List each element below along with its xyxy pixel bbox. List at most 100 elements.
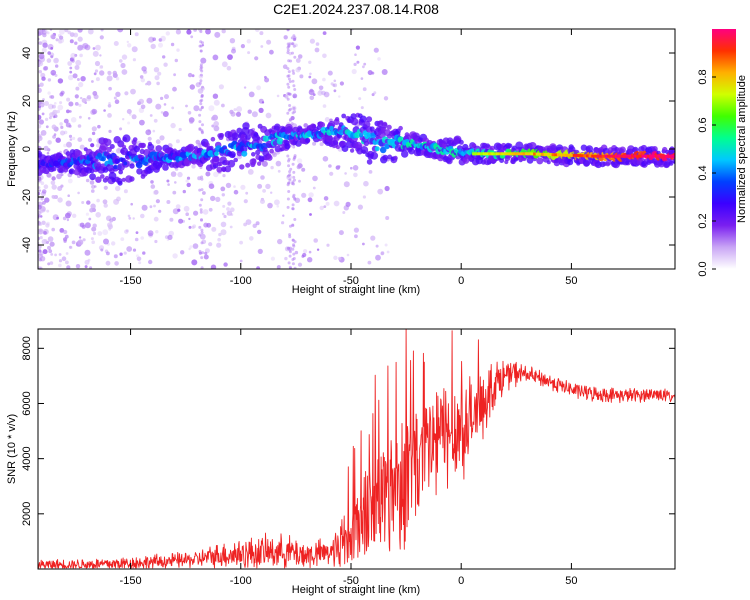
spectrogram-band-point (628, 149, 633, 154)
spectrogram-band-point (366, 159, 373, 165)
spectrogram-peak-point (490, 152, 494, 156)
spectrogram-noise-point (362, 65, 365, 69)
spectrogram-streak-point (198, 120, 202, 124)
spectrogram-noise-point (154, 239, 158, 244)
spectrogram-noise-point (67, 178, 73, 184)
spectrogram-noise-point (100, 29, 104, 32)
spectrogram-noise-point (86, 95, 92, 100)
spectrogram-noise-point (221, 29, 226, 34)
spectrogram-noise-point (38, 266, 42, 269)
spectrogram-streak-point (199, 30, 203, 34)
spectrogram-noise-point (77, 239, 84, 246)
spectrogram-noise-point (156, 81, 160, 86)
spectrogram-noise-point (121, 69, 128, 75)
spectrogram-noise-point (281, 221, 285, 225)
spectrogram-noise-point (95, 212, 101, 218)
spectrogram-noise-point (65, 260, 69, 265)
spectrogram-noise-point (277, 265, 281, 269)
spectrogram-streak-point (286, 51, 290, 55)
spectrogram-noise-point (187, 72, 193, 78)
spectrogram-core-point (359, 133, 364, 138)
spectrogram-noise-point (186, 182, 191, 188)
snr-y-tick-label: 8000 (21, 336, 33, 360)
spectrogram-noise-point (203, 254, 209, 260)
spectrogram-streak-point (288, 173, 292, 177)
spectrogram-noise-point (318, 85, 324, 91)
spectrogram-noise-point (153, 216, 159, 222)
spectrogram-noise-point (94, 60, 101, 67)
spectrogram-band-point (90, 143, 95, 148)
spectrogram-noise-point (193, 105, 200, 112)
spectrogram-peak-point (575, 154, 579, 157)
spectrogram-noise-point (108, 102, 111, 105)
spectrogram-noise-point (178, 127, 182, 132)
spectrogram-noise-point (167, 234, 173, 240)
spectrogram-noise-point (91, 80, 94, 83)
spectrogram-streak-point (288, 80, 292, 84)
spectrogram-core-point (178, 156, 184, 162)
spectrogram-streak-point (201, 85, 204, 89)
spectrogram-peak-point (517, 152, 521, 156)
spectrogram-noise-point (193, 29, 197, 32)
spectrogram-band-point (257, 161, 262, 166)
spectrogram-noise-point (165, 31, 170, 36)
spectrogram-noise-point (51, 176, 56, 181)
spectrogram-noise-point (284, 256, 288, 261)
spectrogram-noise-point (69, 110, 72, 113)
spectrogram-noise-point (264, 77, 270, 83)
spectrogram-noise-point (129, 113, 132, 116)
spectrogram-noise-point (96, 198, 100, 203)
spectrogram-noise-point (308, 192, 314, 198)
spectrogram-noise-point (262, 189, 266, 193)
spectrogram-noise-point (124, 91, 129, 96)
spectrogram-noise-point (116, 196, 121, 202)
spectrogram-noise-point (38, 53, 45, 60)
spectrogram-noise-point (260, 175, 265, 180)
spectrogram-noise-point (87, 137, 93, 142)
spectrogram-noise-point (163, 103, 167, 106)
spectrogram-streak-point (287, 261, 291, 265)
spectrogram-noise-point (243, 199, 248, 204)
spectrogram-noise-point (191, 74, 195, 78)
spectrogram-noise-point (38, 60, 44, 67)
spectrogram-noise-point (362, 87, 367, 92)
spectrogram-noise-point (307, 257, 313, 263)
spectrogram-noise-point (108, 129, 112, 133)
spectrogram-streak-point (200, 198, 204, 202)
spectrogram-peak-point (493, 152, 497, 156)
spectrogram-noise-point (221, 103, 225, 108)
spectrogram-peak-point (535, 152, 539, 156)
spectrogram-streak-point (292, 71, 296, 75)
spectrogram-noise-point (77, 44, 84, 51)
spectrogram-noise-point (113, 41, 119, 46)
spectrogram-noise-point (153, 189, 159, 195)
spectrogram-noise-point (254, 56, 259, 61)
spectrogram-band-point (51, 166, 57, 172)
spectrogram-noise-point (178, 218, 184, 224)
spectrogram-band-point (253, 132, 259, 137)
spectrogram-noise-point (282, 64, 288, 69)
spectrogram-noise-point (174, 58, 178, 63)
spectrogram-noise-point (63, 118, 69, 124)
spectrogram-streak-point (292, 145, 296, 149)
spectrogram-noise-point (38, 244, 42, 249)
spectrogram-band-point (256, 136, 261, 141)
spectrogram-ticks: -150 -100 -50 0 50 -40 -20 0 20 40 (21, 29, 675, 287)
spectrogram-noise-point (69, 57, 74, 62)
spectrogram-band-point (567, 159, 574, 166)
spectrogram-band-point (350, 148, 355, 153)
spectrogram-peak-point (567, 153, 571, 157)
spectrogram-noise-point (141, 204, 148, 211)
spectrogram-noise-point (47, 140, 52, 145)
spectrogram-y-tick-label: -40 (21, 237, 33, 253)
spectrogram-noise-point (172, 86, 177, 92)
spectrogram-noise-point (148, 36, 155, 43)
spectrogram-noise-point (107, 113, 112, 118)
spectrogram-band-point (528, 142, 537, 150)
spectrogram-noise-point (192, 224, 197, 229)
spectrogram-noise-point (39, 236, 43, 240)
spectrogram-core-point (276, 137, 284, 145)
spectrogram-noise-point (47, 91, 51, 95)
spectrogram-noise-point (65, 252, 69, 255)
spectrogram-noise-point (312, 175, 318, 182)
